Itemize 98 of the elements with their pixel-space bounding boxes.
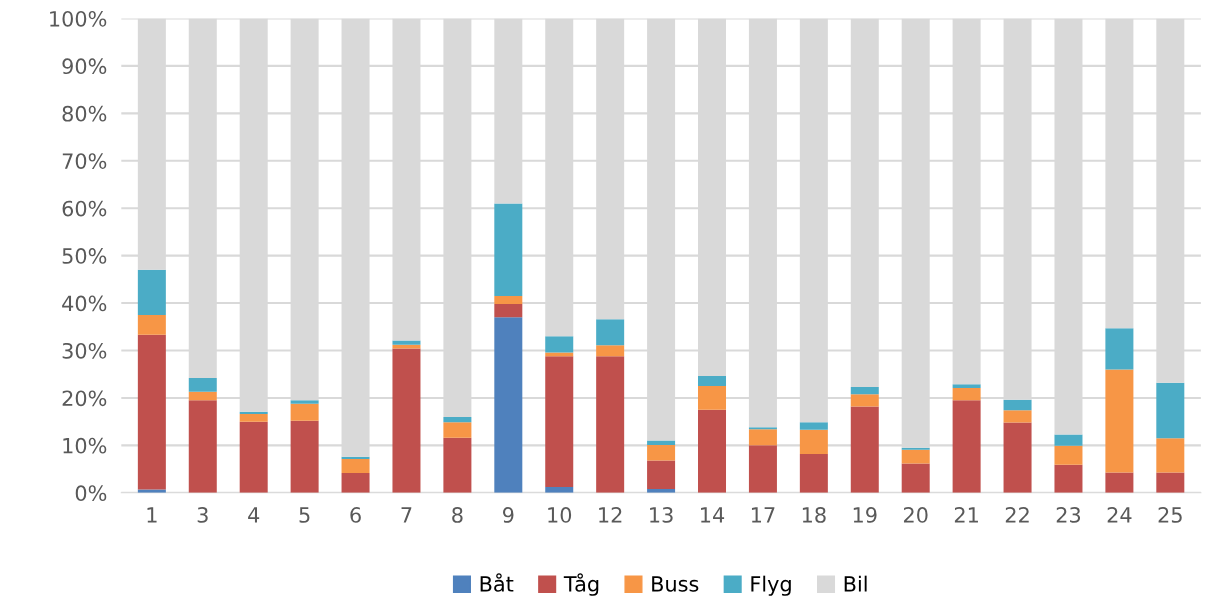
bar <box>748 445 777 493</box>
bar <box>1003 399 1032 411</box>
y-tick-label: 100% <box>50 10 107 27</box>
bar <box>952 384 981 388</box>
bar <box>698 409 727 493</box>
x-tick-label: 25 <box>1158 507 1182 523</box>
legend-label: Flyg <box>751 575 791 596</box>
bar <box>850 394 879 407</box>
bar <box>392 344 421 349</box>
bar <box>698 386 727 410</box>
bar <box>698 376 727 387</box>
x-tick-label: 23 <box>1056 507 1081 523</box>
x-tick-label: 17 <box>751 507 775 523</box>
x-tick-label: 10 <box>548 507 572 523</box>
bar <box>1156 438 1185 473</box>
bar <box>952 400 981 493</box>
bar <box>443 437 472 493</box>
bar <box>545 336 574 353</box>
bar <box>596 356 625 493</box>
bar <box>596 319 625 346</box>
bar <box>341 472 370 493</box>
bar <box>494 304 523 318</box>
legend-label: Bil <box>844 575 867 592</box>
bar <box>290 400 319 404</box>
x-tick-label: 20 <box>903 507 928 523</box>
bar <box>545 356 574 488</box>
bar <box>901 463 930 493</box>
bar <box>290 403 319 421</box>
y-tick-label: 40% <box>62 295 107 312</box>
bar <box>799 429 828 454</box>
y-tick-label: 20% <box>62 390 107 407</box>
bar <box>1003 410 1032 423</box>
y-tick-label: 80% <box>62 105 107 122</box>
x-tick-label: 5 <box>299 507 310 523</box>
bar <box>1156 472 1185 493</box>
bar <box>137 334 166 490</box>
x-tick-label: 9 <box>503 507 514 523</box>
bar <box>1105 328 1134 370</box>
bar <box>1003 422 1032 493</box>
bar <box>647 444 676 461</box>
x-tick-label: 21 <box>954 507 978 523</box>
y-tick-label: 30% <box>62 342 107 359</box>
legend-label: Buss <box>652 576 699 592</box>
bar <box>748 429 777 446</box>
y-tick-label: 0% <box>75 485 107 502</box>
bar <box>1105 369 1134 473</box>
bar <box>952 387 981 401</box>
x-tick-label: 13 <box>650 507 673 523</box>
y-tick-label: 10% <box>63 437 107 454</box>
bar <box>494 295 523 305</box>
bar <box>443 422 472 438</box>
bar <box>1054 445 1083 465</box>
bar <box>137 314 166 335</box>
bar <box>799 422 828 430</box>
bar <box>239 421 268 493</box>
bar <box>239 414 268 422</box>
x-tick-label: 4 <box>248 507 260 523</box>
y-tick-label: 60% <box>62 200 107 217</box>
y-tick-label: 70% <box>62 153 107 169</box>
bar <box>392 340 421 345</box>
legend-label: Tåg <box>563 573 599 596</box>
x-tick-label: 18 <box>802 507 826 523</box>
bar <box>799 453 828 493</box>
bar <box>494 203 523 296</box>
bar <box>188 378 217 392</box>
y-tick-label: 90% <box>62 58 107 75</box>
bar <box>188 391 217 401</box>
legend-label: Båt <box>480 573 514 592</box>
bar <box>137 269 166 315</box>
x-tick-label: 22 <box>1005 507 1029 523</box>
x-tick-label: 19 <box>853 507 877 523</box>
bar <box>647 440 676 445</box>
bar <box>443 416 472 423</box>
x-tick-label: 3 <box>197 507 208 523</box>
x-tick-label: 24 <box>1107 507 1132 523</box>
x-tick-label: 1 <box>147 507 157 523</box>
bar <box>137 489 166 493</box>
bar <box>341 459 370 473</box>
x-tick-label: 14 <box>701 507 725 523</box>
bar <box>188 400 217 493</box>
bar <box>596 345 625 357</box>
bar <box>494 317 523 493</box>
x-tick-label: 12 <box>599 507 622 523</box>
bar <box>1156 382 1185 439</box>
y-tick-label: 50% <box>62 248 107 264</box>
bar <box>901 449 930 464</box>
x-tick-label: 8 <box>452 507 463 523</box>
x-tick-label: 6 <box>350 507 361 523</box>
x-tick-label: 7 <box>401 507 412 523</box>
bar <box>545 352 574 357</box>
bar <box>850 387 879 395</box>
bar <box>647 460 676 490</box>
bar <box>290 420 319 493</box>
bar <box>1054 464 1083 493</box>
bar <box>392 348 421 493</box>
bar <box>1105 472 1134 493</box>
bar <box>1054 434 1083 446</box>
bar <box>850 406 879 493</box>
